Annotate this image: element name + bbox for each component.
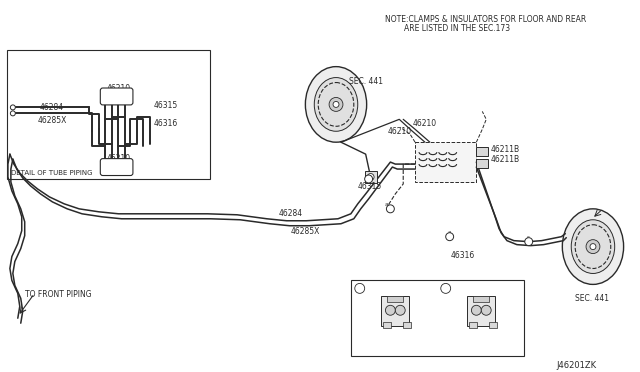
Circle shape [10,111,15,116]
Text: 46211B: 46211B [490,145,519,154]
Circle shape [355,283,365,294]
Text: a: a [358,286,362,291]
Ellipse shape [563,209,623,285]
Text: J46201ZK: J46201ZK [556,361,596,370]
Bar [489,322,497,328]
Circle shape [10,105,15,110]
Bar [469,322,477,328]
Text: b: b [444,286,447,291]
Ellipse shape [305,67,367,142]
Bar [383,322,391,328]
Ellipse shape [314,78,358,131]
Text: 46210: 46210 [413,119,437,128]
Bar [381,296,409,326]
Circle shape [472,305,481,315]
Circle shape [590,244,596,250]
Bar [351,280,524,356]
Text: 46315: 46315 [358,182,382,191]
Bar [474,296,489,302]
Text: 46210: 46210 [107,84,131,93]
Circle shape [385,305,396,315]
Text: 46285X: 46285X [291,227,320,236]
Circle shape [445,233,454,241]
Text: 46316: 46316 [451,251,475,260]
Text: NOTE:CLAMPS & INSULATORS FOR FLOOR AND REAR: NOTE:CLAMPS & INSULATORS FOR FLOOR AND R… [385,15,587,24]
Bar [403,322,411,328]
Bar [476,159,488,168]
Circle shape [367,173,374,180]
Ellipse shape [572,220,614,273]
Circle shape [525,238,532,246]
Text: 46315: 46315 [153,102,177,110]
Circle shape [586,240,600,254]
Text: 44020J: 44020J [452,288,479,296]
Text: 46284: 46284 [278,209,303,218]
Circle shape [396,305,405,315]
Bar [365,171,376,183]
Circle shape [329,97,343,111]
Circle shape [481,305,491,315]
Circle shape [387,205,394,213]
Circle shape [333,102,339,108]
FancyBboxPatch shape [100,158,133,176]
Text: TO FRONT PIPING: TO FRONT PIPING [25,291,92,299]
Circle shape [441,283,451,294]
Text: 46211B: 46211B [490,155,519,164]
Text: 46210: 46210 [387,127,412,136]
FancyBboxPatch shape [100,88,133,105]
Text: 46316: 46316 [153,119,177,128]
Text: c: c [527,235,530,240]
Circle shape [365,175,372,183]
Bar [467,296,495,326]
Text: 46284: 46284 [40,103,63,112]
Text: 46285X: 46285X [38,116,67,125]
Bar [387,296,403,302]
Text: SEC. 441: SEC. 441 [349,77,383,86]
Bar [476,147,488,156]
Bar [7,50,209,179]
Text: a: a [385,202,388,207]
Text: 44020F: 44020F [367,288,396,296]
Text: ARE LISTED IN THE SEC.173: ARE LISTED IN THE SEC.173 [385,24,511,33]
Text: 46210: 46210 [107,154,131,163]
Text: a: a [448,230,451,235]
Bar [415,142,476,182]
Text: SEC. 441: SEC. 441 [575,294,609,303]
Text: DETAIL OF TUBE PIPING: DETAIL OF TUBE PIPING [11,170,92,176]
